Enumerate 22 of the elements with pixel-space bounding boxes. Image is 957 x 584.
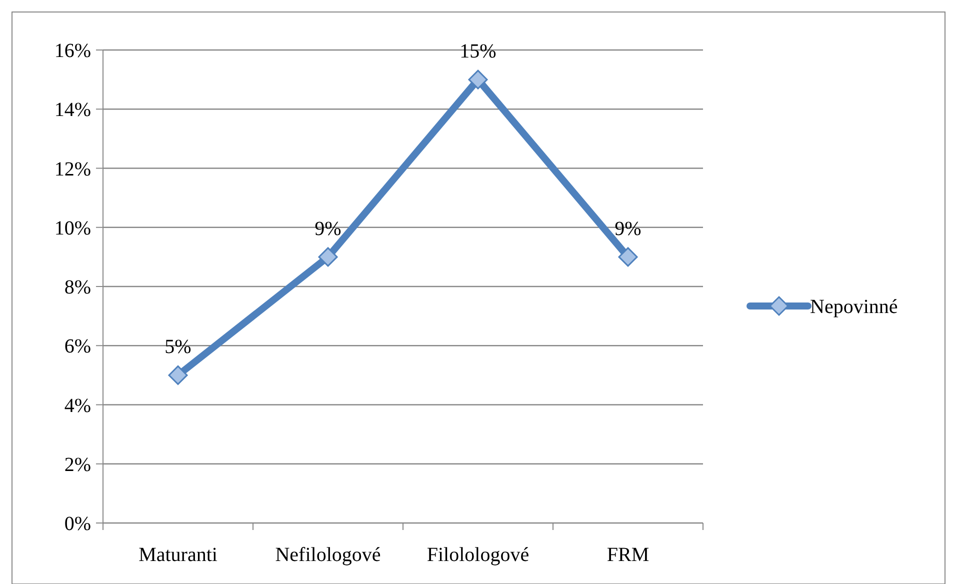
point bbox=[618, 247, 638, 267]
y-tick-label: 6% bbox=[64, 336, 91, 358]
data-label: 15% bbox=[460, 40, 496, 63]
x-tick-label: Maturanti bbox=[138, 544, 218, 566]
point bbox=[318, 247, 338, 267]
y-tick-label: 2% bbox=[64, 454, 91, 476]
legend-label: Nepovinné bbox=[810, 296, 898, 318]
y-tick-label: 10% bbox=[54, 217, 91, 240]
x-tick-label: FRM bbox=[606, 544, 650, 566]
y-tick-label: 16% bbox=[54, 40, 91, 62]
data-label: 5% bbox=[164, 336, 192, 358]
y-tick-label: 8% bbox=[64, 276, 91, 298]
x-tick-label: Nefilologové bbox=[275, 544, 381, 566]
data-label: 9% bbox=[614, 218, 642, 240]
point bbox=[168, 365, 188, 385]
y-tick-label: 12% bbox=[54, 158, 91, 180]
y-tick-label: 0% bbox=[64, 513, 91, 535]
x-tick-label: Filolologové bbox=[426, 544, 530, 566]
data-label: 9% bbox=[314, 218, 342, 240]
y-tick-label: 4% bbox=[64, 394, 91, 417]
point bbox=[468, 70, 488, 90]
y-tick-label: 14% bbox=[54, 99, 91, 122]
